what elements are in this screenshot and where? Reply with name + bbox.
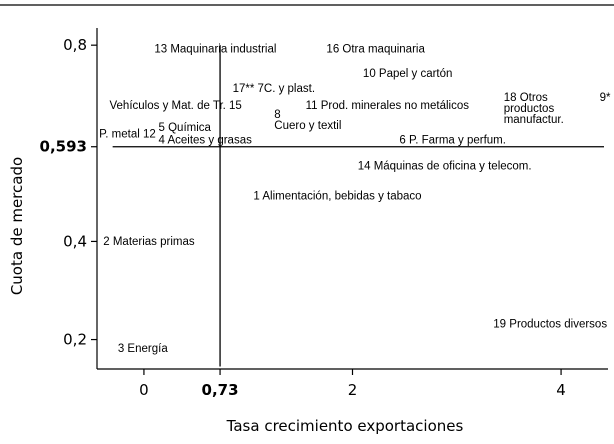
point-label-line: 6 P. Farma y perfum.: [399, 134, 506, 146]
y-tick-label: 0,2: [63, 331, 87, 349]
point-label: 2 Materias primas: [103, 236, 195, 248]
x-ticks: 0 0,73 2 4: [139, 369, 566, 399]
point-label-line: 14 Máquinas de oficina y telecom.: [358, 160, 532, 172]
point-label: 6 P. Farma y perfum.: [399, 134, 506, 146]
point-label: 18 Otros productos manufactur.: [504, 92, 564, 126]
point-label-line: Vehículos y Mat. de Tr. 15: [110, 100, 242, 112]
point-label-line: P. metal 12: [99, 128, 156, 140]
point-label-line: 4 Aceites y grasas: [159, 134, 253, 146]
point-label: 17** 7C. y plast.: [233, 83, 315, 95]
point-label-line: 9*: [600, 92, 611, 104]
point-label: P. metal 12: [99, 128, 156, 140]
point-label: 1 Alimentación, bebidas y tabaco: [253, 191, 421, 203]
y-tick-label: 0,8: [63, 36, 87, 54]
point-label: 8 Cuero y textil: [274, 109, 341, 132]
x-tick-label: 0: [139, 381, 149, 399]
point-label-line: 1 Alimentación, bebidas y tabaco: [253, 191, 421, 203]
y-tick-label: 0,4: [63, 232, 87, 250]
x-tick-label: 0,73: [202, 381, 239, 399]
point-label: 10 Papel y cartón: [363, 68, 453, 80]
point-label: 3 Energía: [118, 343, 168, 355]
point-label: 4 Aceites y grasas: [159, 134, 253, 146]
point-label-line: productos: [504, 103, 555, 115]
point-label-line: 3 Energía: [118, 343, 168, 355]
x-tick-label: 2: [348, 381, 358, 399]
y-tick-label: 0,593: [40, 138, 87, 156]
point-label-line: 13 Maquinaria industrial: [154, 44, 276, 56]
point-label-line: 17** 7C. y plast.: [233, 83, 315, 95]
y-axis-title: Cuota de mercado: [8, 157, 26, 295]
point-label-line: Cuero y textil: [274, 120, 341, 132]
y-ticks: 0,2 0,4 0,593 0,8: [40, 36, 97, 349]
point-label: 13 Maquinaria industrial: [154, 44, 276, 56]
point-label-line: 5 Química: [159, 122, 212, 134]
point-label-line: 8: [274, 109, 280, 121]
point-label: 19 Productos diversos: [493, 318, 607, 330]
point-label-line: 11 Prod. minerales no metálicos: [306, 100, 470, 112]
point-label-line: 16 Otra maquinaria: [326, 44, 425, 56]
point-label: 16 Otra maquinaria: [326, 44, 425, 56]
point-label-line: manufactur.: [504, 114, 564, 126]
point-label-line: 2 Materias primas: [103, 236, 195, 248]
point-label-line: 19 Productos diversos: [493, 318, 607, 330]
point-label: 11 Prod. minerales no metálicos: [306, 100, 470, 112]
x-axis-title: Tasa crecimiento exportaciones: [226, 417, 464, 435]
point-label: Vehículos y Mat. de Tr. 15: [110, 100, 242, 112]
point-label: 9*: [600, 92, 611, 104]
x-tick-label: 4: [556, 381, 566, 399]
reference-lines: [112, 45, 604, 367]
point-label: 14 Máquinas de oficina y telecom.: [358, 160, 532, 172]
point-label-line: 10 Papel y cartón: [363, 68, 453, 80]
point-label-line: 18 Otros: [504, 92, 548, 104]
point-label: 5 Química: [159, 122, 212, 134]
point-labels: 13 Maquinaria industrial 16 Otra maquinar…: [99, 44, 611, 355]
